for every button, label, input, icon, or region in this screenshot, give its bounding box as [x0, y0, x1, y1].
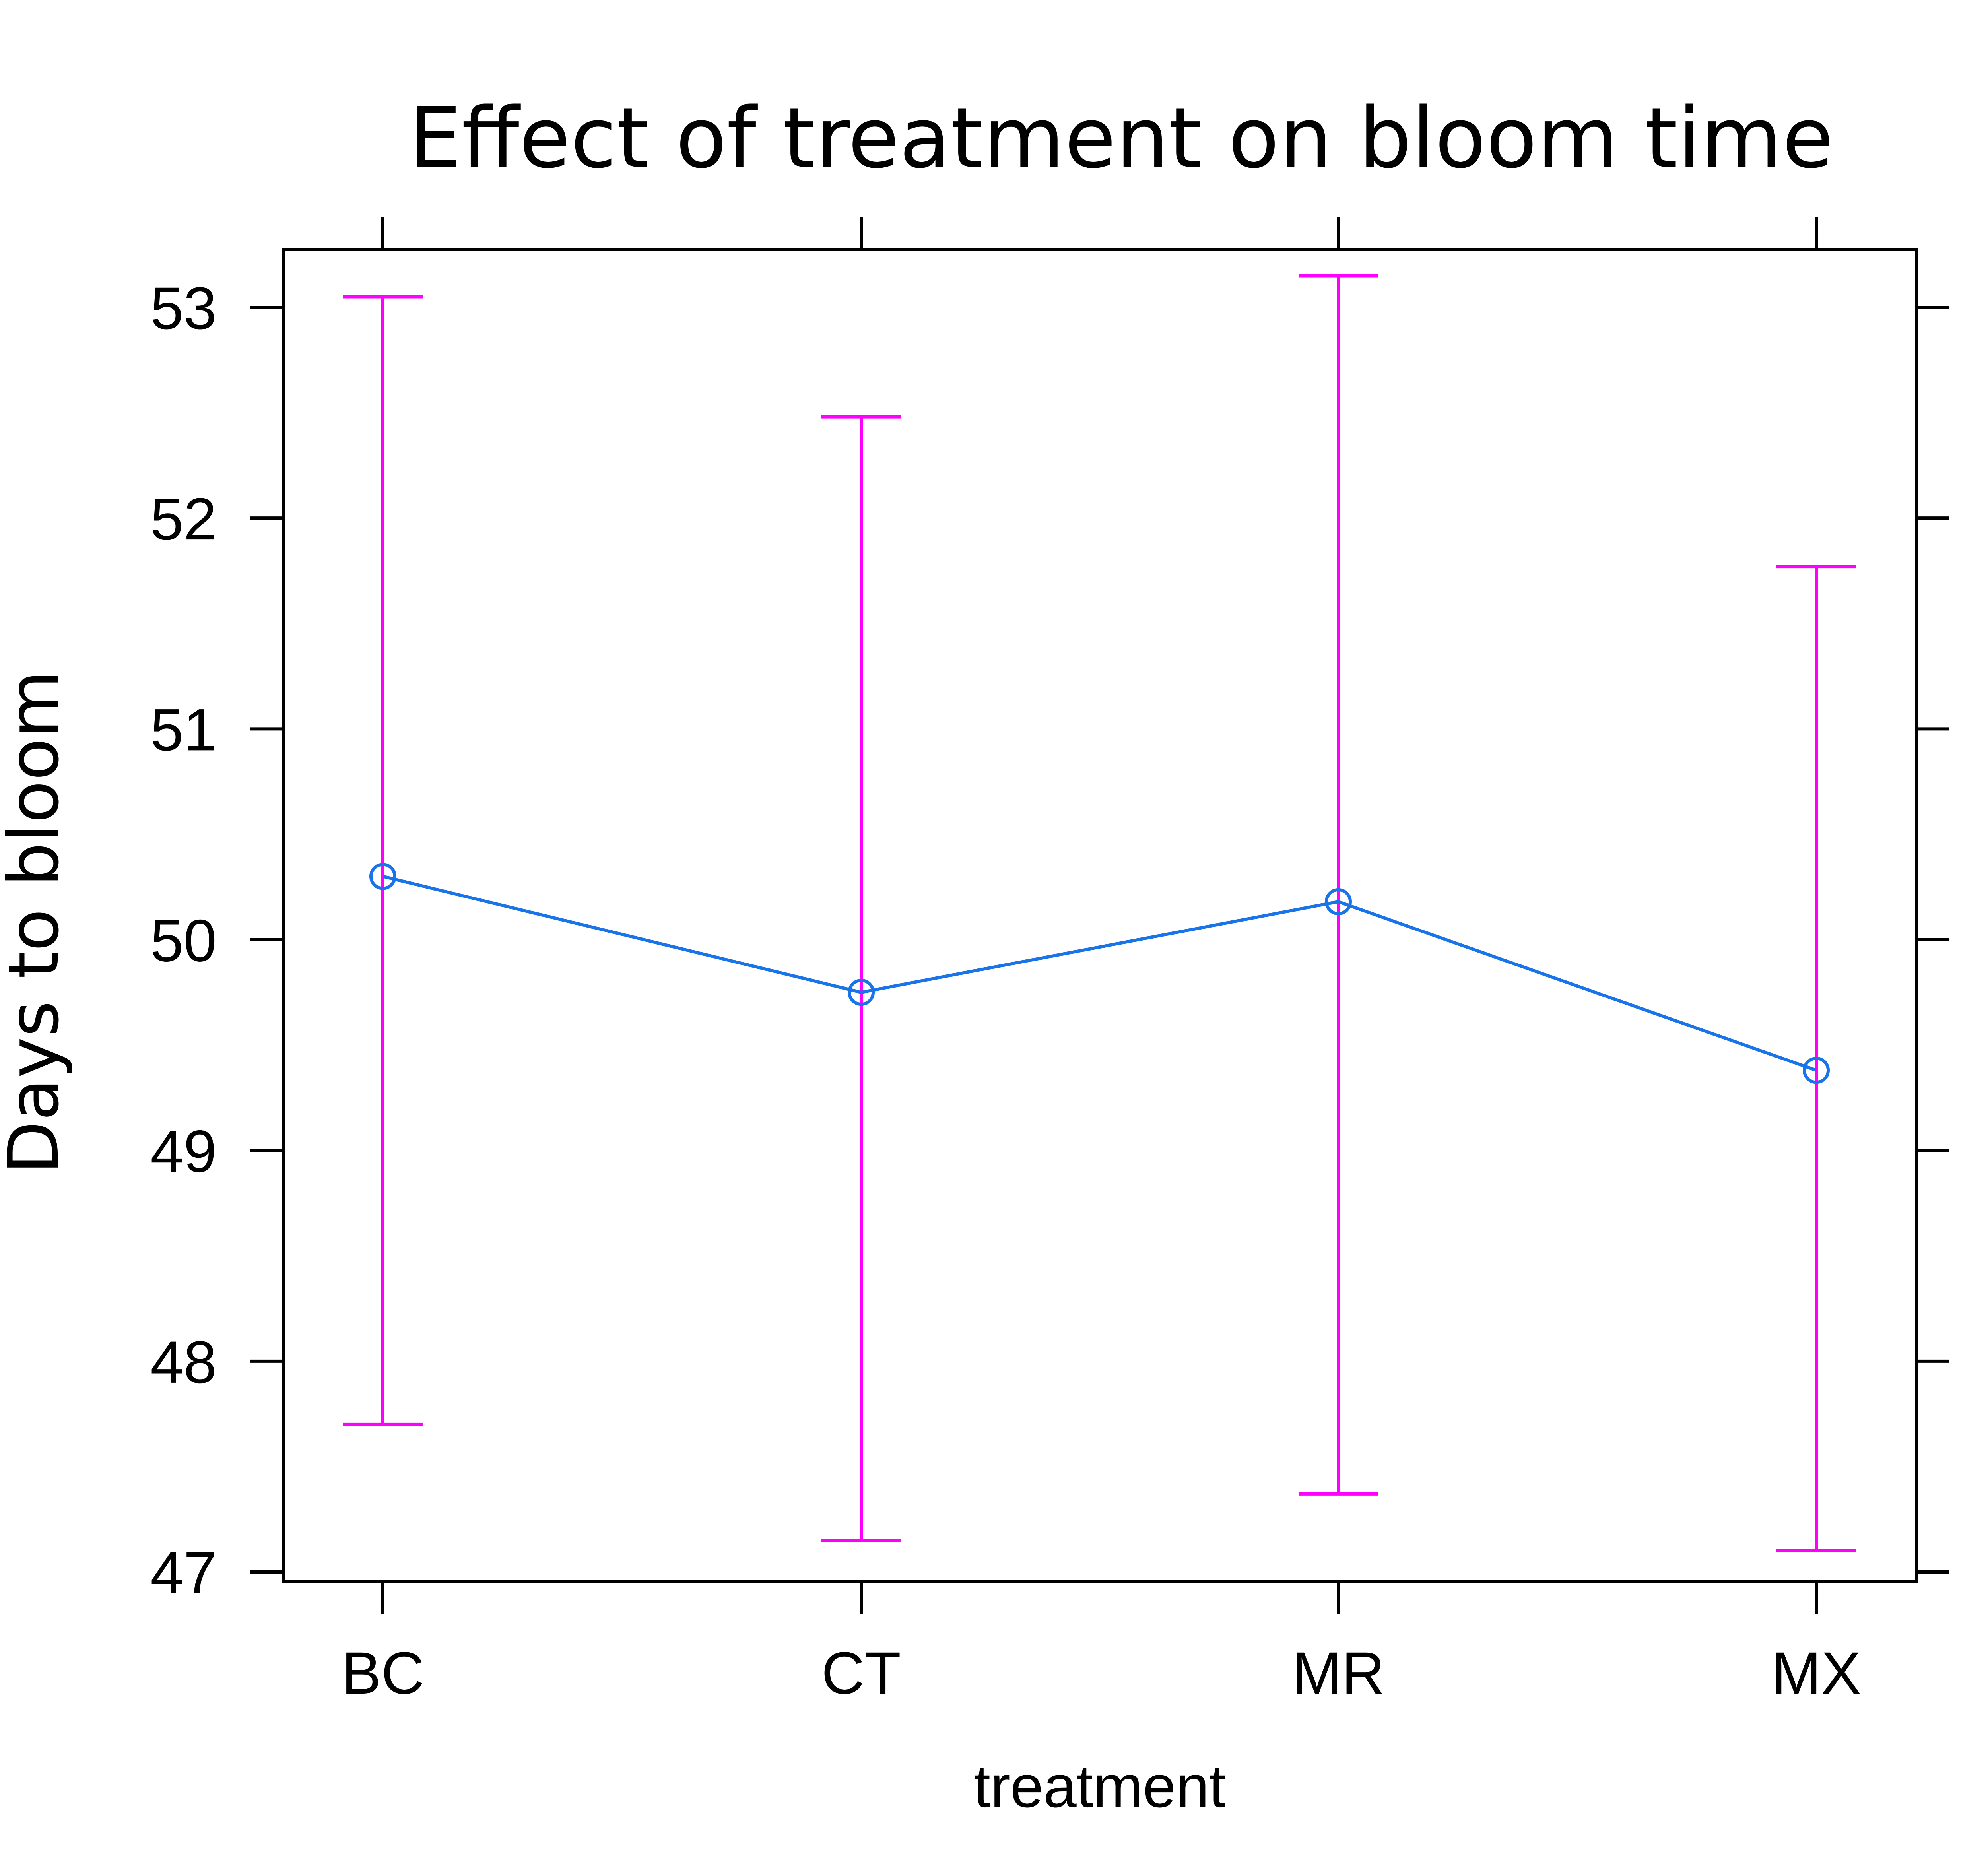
data-point-mr: [1325, 888, 1352, 916]
series-line-group: [382, 875, 1817, 1072]
error-bars: [343, 274, 1856, 1552]
x-tick-label-mx: MX: [1772, 1640, 1861, 1706]
x-tick-label-ct: CT: [821, 1640, 901, 1706]
x-axis: BC CT MR MX: [342, 217, 1861, 1706]
data-point-ct: [848, 979, 875, 1006]
y-axis-label: Days to bloom: [0, 670, 74, 1174]
y-tick-label-49: 49: [150, 1118, 217, 1185]
y-axis: 47 48 49 50 51 52 53: [150, 275, 1949, 1606]
plot-frame: [282, 248, 1918, 1583]
y-tick-label-50: 50: [150, 907, 217, 974]
y-tick-label-51: 51: [150, 696, 217, 763]
data-point-bc: [369, 863, 396, 890]
series-line: [382, 875, 1817, 1072]
y-tick-label-48: 48: [150, 1329, 217, 1395]
chart-title: Effect of treatment on bloom time: [409, 89, 1833, 187]
y-tick-label-47: 47: [150, 1539, 217, 1606]
x-tick-label-mr: MR: [1292, 1640, 1384, 1706]
y-tick-label-53: 53: [150, 275, 217, 342]
y-tick-label-52: 52: [150, 485, 217, 552]
data-points: [369, 863, 1830, 1084]
x-tick-label-bc: BC: [342, 1640, 424, 1706]
x-axis-label: treatment: [974, 1753, 1226, 1820]
data-point-mx: [1803, 1057, 1830, 1084]
